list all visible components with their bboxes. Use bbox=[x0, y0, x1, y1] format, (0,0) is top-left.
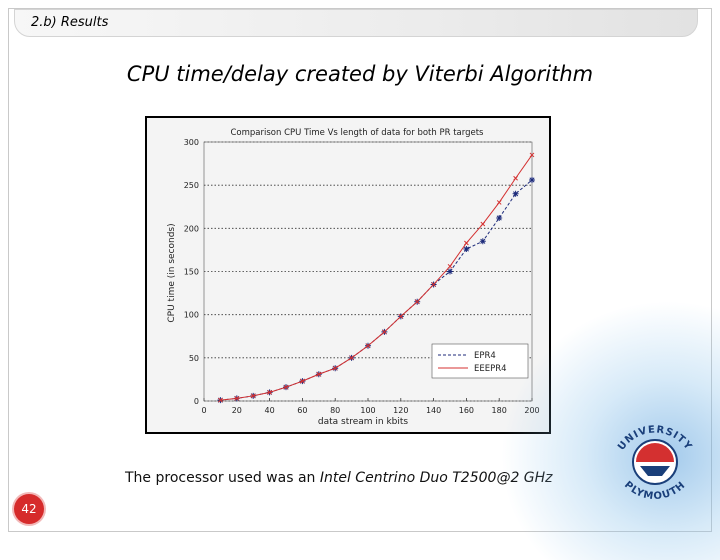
caption-prefix: The processor used was an bbox=[125, 470, 320, 486]
data-point-eeepr4 bbox=[234, 396, 240, 401]
x-tick-label: 80 bbox=[330, 406, 340, 415]
legend-label-epr4: EPR4 bbox=[474, 351, 496, 361]
x-tick-label: 60 bbox=[297, 406, 307, 415]
data-point-eeepr4 bbox=[316, 371, 322, 377]
data-point-epr4 bbox=[496, 214, 503, 221]
data-point-eeepr4 bbox=[431, 282, 436, 287]
x-tick-label: 180 bbox=[492, 406, 507, 415]
y-tick-label: 50 bbox=[189, 354, 199, 363]
x-tick-label: 160 bbox=[459, 406, 474, 415]
university-crest-icon bbox=[632, 439, 678, 485]
chart-frame: Comparison CPU Time Vs length of data fo… bbox=[145, 116, 551, 434]
y-tick-label: 200 bbox=[184, 224, 199, 233]
data-point-eeepr4 bbox=[332, 365, 338, 371]
data-point-eeepr4 bbox=[464, 240, 469, 246]
cpu-time-chart: Comparison CPU Time Vs length of data fo… bbox=[167, 128, 540, 427]
data-point-eeepr4 bbox=[300, 378, 305, 384]
data-point-eeepr4 bbox=[365, 343, 371, 349]
data-point-eeepr4 bbox=[283, 384, 289, 390]
x-tick-label: 120 bbox=[393, 406, 408, 415]
chart-title: Comparison CPU Time Vs length of data fo… bbox=[231, 128, 485, 138]
section-label: 2.b) Results bbox=[31, 15, 109, 30]
x-tick-label: 140 bbox=[426, 406, 441, 415]
section-tab bbox=[14, 9, 698, 37]
data-point-eeepr4 bbox=[398, 314, 404, 319]
x-tick-label: 100 bbox=[360, 406, 375, 415]
data-point-eeepr4 bbox=[218, 397, 223, 403]
data-point-eeepr4 bbox=[496, 200, 502, 205]
data-point-epr4 bbox=[512, 190, 519, 197]
data-point-eeepr4 bbox=[382, 329, 387, 335]
page-number-badge: 42 bbox=[14, 494, 44, 524]
caption: The processor used was an Intel Centrino… bbox=[125, 470, 553, 486]
chart-xlabel: data stream in kbits bbox=[318, 417, 409, 427]
x-tick-label: 20 bbox=[232, 406, 242, 415]
data-point-epr4 bbox=[529, 176, 535, 183]
y-tick-label: 0 bbox=[194, 397, 199, 406]
data-point-eeepr4 bbox=[349, 355, 354, 361]
x-tick-label: 0 bbox=[201, 406, 206, 415]
data-point-eeepr4 bbox=[267, 390, 272, 395]
data-point-epr4 bbox=[479, 238, 486, 245]
y-tick-label: 300 bbox=[184, 138, 199, 147]
plot-area bbox=[203, 141, 533, 402]
x-tick-label: 40 bbox=[265, 406, 275, 415]
data-point-eeepr4 bbox=[480, 221, 486, 227]
data-point-epr4 bbox=[463, 246, 470, 253]
data-point-eeepr4 bbox=[529, 152, 535, 158]
y-tick-label: 150 bbox=[184, 268, 199, 277]
slide-frame bbox=[8, 8, 712, 532]
y-tick-label: 100 bbox=[184, 311, 199, 320]
legend-label-eeepr4: EEEPR4 bbox=[474, 364, 507, 374]
series-line-eeepr4 bbox=[220, 154, 533, 401]
data-point-eeepr4 bbox=[447, 263, 453, 269]
data-point-eeepr4 bbox=[513, 175, 518, 181]
data-point-eeepr4 bbox=[414, 299, 420, 305]
data-point-epr4 bbox=[447, 268, 453, 275]
chart-ylabel: CPU time (in seconds) bbox=[167, 223, 177, 322]
university-logo: UNIVERSITY PLYMOUTH bbox=[616, 424, 693, 502]
caption-processor: Intel Centrino Duo T2500@2 GHz bbox=[319, 470, 553, 486]
slide-title: CPU time/delay created by Viterbi Algori… bbox=[126, 62, 594, 86]
data-point-eeepr4 bbox=[250, 393, 256, 399]
y-tick-label: 250 bbox=[184, 181, 199, 190]
decorative-swirl bbox=[500, 300, 720, 560]
